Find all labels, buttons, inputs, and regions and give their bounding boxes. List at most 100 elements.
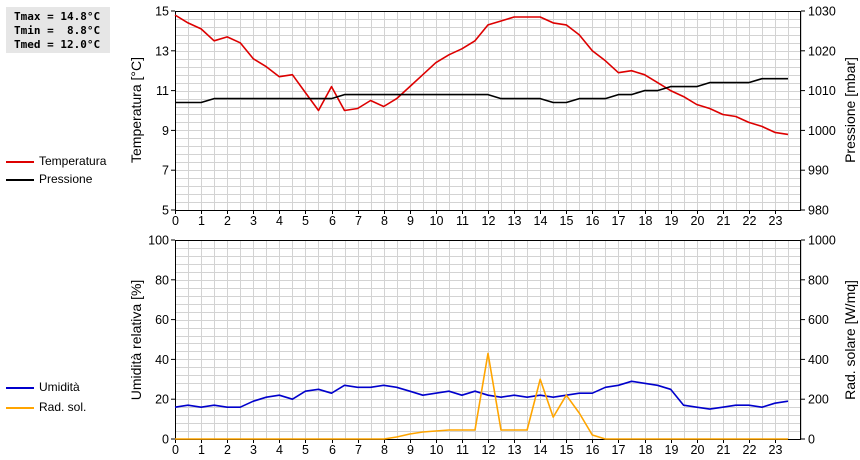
stat-tmin: Tmin = 8.8°C xyxy=(14,24,101,37)
stat-tmed: Tmed = 12.0°C xyxy=(14,38,101,51)
y-tick-label: 15 xyxy=(155,5,169,19)
y-tick-label: 11 xyxy=(156,84,169,98)
x-tick-label: 10 xyxy=(430,214,444,228)
y2-tick-label: 1000 xyxy=(808,124,836,138)
x-tick-label: 11 xyxy=(456,214,469,228)
stats-box: Tmax = 14.8°C Tmin = 8.8°C Tmed = 12.0°C xyxy=(6,7,110,53)
y2-tick-label: 990 xyxy=(808,164,829,178)
legend-top: Temperatura Pressione xyxy=(6,154,136,198)
y2-axis-title: Pressione [mbar] xyxy=(842,57,858,163)
y-tick-label: 20 xyxy=(155,393,169,407)
x-tick-label: 1 xyxy=(198,443,205,457)
y2-tick-label: 200 xyxy=(808,393,829,407)
x-tick-label: 2 xyxy=(224,443,231,457)
y2-tick-label: 800 xyxy=(808,273,829,287)
y-tick-label: 5 xyxy=(162,204,169,218)
x-tick-label: 16 xyxy=(586,443,600,457)
x-tick-label: 0 xyxy=(172,443,179,457)
x-tick-label: 19 xyxy=(665,443,679,457)
y2-tick-label: 0 xyxy=(808,433,815,447)
x-tick-label: 23 xyxy=(769,443,783,457)
y-tick-label: 9 xyxy=(162,124,169,138)
x-tick-label: 9 xyxy=(407,443,414,457)
legend-item: Rad. sol. xyxy=(6,400,136,416)
x-tick-label: 17 xyxy=(612,443,626,457)
legend-swatch xyxy=(6,387,34,389)
x-tick-label: 3 xyxy=(250,443,257,457)
x-tick-label: 13 xyxy=(508,443,522,457)
y-tick-label: 13 xyxy=(155,44,169,58)
legend-swatch xyxy=(6,179,34,181)
y-axis-title: Temperatura [°C] xyxy=(128,57,144,163)
x-tick-label: 22 xyxy=(743,214,757,228)
legend-bottom: Umidità Rad. sol. xyxy=(6,380,136,424)
x-tick-label: 12 xyxy=(482,214,496,228)
y-tick-label: 60 xyxy=(155,313,169,327)
legend-label: Rad. sol. xyxy=(39,400,87,414)
x-tick-label: 14 xyxy=(534,214,548,228)
legend-swatch xyxy=(6,407,34,409)
x-tick-label: 9 xyxy=(407,214,414,228)
legend-label: Umidità xyxy=(39,380,80,394)
chart-panel-0: 0 1 2 3 4 5 6 7 8 9 10 11 12 13 14 15 16 17 18 19 20 21 22 2357… xyxy=(128,5,858,229)
x-tick-label: 19 xyxy=(665,214,679,228)
legend-label: Pressione xyxy=(39,172,93,186)
x-tick-label: 18 xyxy=(639,214,653,228)
x-tick-label: 5 xyxy=(302,214,309,228)
chart-panel-1: 0 1 2 3 4 5 6 7 8 9 10 11 12 13 14 15 16 17 18 19 20 21 22 2302… xyxy=(128,234,858,458)
y-tick-label: 0 xyxy=(162,433,169,447)
x-tick-label: 22 xyxy=(743,443,757,457)
y2-tick-label: 1000 xyxy=(808,234,836,248)
y-tick-label: 7 xyxy=(162,164,169,178)
legend-item: Umidità xyxy=(6,380,136,396)
legend-item: Pressione xyxy=(6,172,136,188)
x-tick-label: 11 xyxy=(456,443,469,457)
x-tick-label: 1 xyxy=(198,214,205,228)
x-tick-label: 23 xyxy=(769,214,783,228)
x-tick-label: 3 xyxy=(250,214,257,228)
x-tick-label: 20 xyxy=(691,443,705,457)
y-tick-label: 100 xyxy=(148,234,169,248)
x-tick-label: 15 xyxy=(560,443,574,457)
y2-axis-title: Rad. solare [W/mq] xyxy=(842,280,858,400)
series-line-pressione xyxy=(175,77,788,104)
x-tick-label: 14 xyxy=(534,443,548,457)
y2-tick-label: 400 xyxy=(808,353,829,367)
series-line-temperatura xyxy=(174,14,789,136)
x-tick-label: 13 xyxy=(508,214,522,228)
x-tick-label: 2 xyxy=(224,214,231,228)
x-tick-label: 21 xyxy=(717,214,731,228)
x-tick-label: 20 xyxy=(691,214,705,228)
stat-tmax: Tmax = 14.8°C xyxy=(14,10,101,23)
legend-swatch xyxy=(6,161,34,163)
y-tick-label: 40 xyxy=(155,353,169,367)
x-tick-label: 15 xyxy=(560,214,574,228)
legend-label: Temperatura xyxy=(39,154,107,168)
x-tick-label: 8 xyxy=(381,214,388,228)
x-tick-label: 18 xyxy=(639,443,653,457)
x-tick-label: 7 xyxy=(355,214,362,228)
y2-tick-label: 1030 xyxy=(808,5,836,19)
x-tick-label: 21 xyxy=(717,443,731,457)
x-tick-label: 16 xyxy=(586,214,600,228)
series-line-rad-sol- xyxy=(175,352,788,440)
y2-tick-label: 980 xyxy=(808,204,829,218)
y-tick-label: 80 xyxy=(155,273,169,287)
y-axis-title: Umidità relativa [%] xyxy=(128,280,144,401)
legend-item: Temperatura xyxy=(6,154,136,170)
x-tick-label: 6 xyxy=(329,214,336,228)
x-tick-label: 4 xyxy=(276,443,283,457)
x-tick-label: 7 xyxy=(355,443,362,457)
y2-tick-label: 1020 xyxy=(808,44,836,58)
x-tick-label: 5 xyxy=(302,443,309,457)
x-tick-label: 8 xyxy=(381,443,388,457)
x-tick-label: 6 xyxy=(329,443,336,457)
x-tick-label: 17 xyxy=(612,214,626,228)
x-tick-label: 4 xyxy=(276,214,283,228)
y2-tick-label: 1010 xyxy=(808,84,836,98)
x-tick-label: 12 xyxy=(482,443,496,457)
y2-tick-label: 600 xyxy=(808,313,829,327)
x-tick-label: 10 xyxy=(430,443,444,457)
x-tick-label: 0 xyxy=(172,214,179,228)
